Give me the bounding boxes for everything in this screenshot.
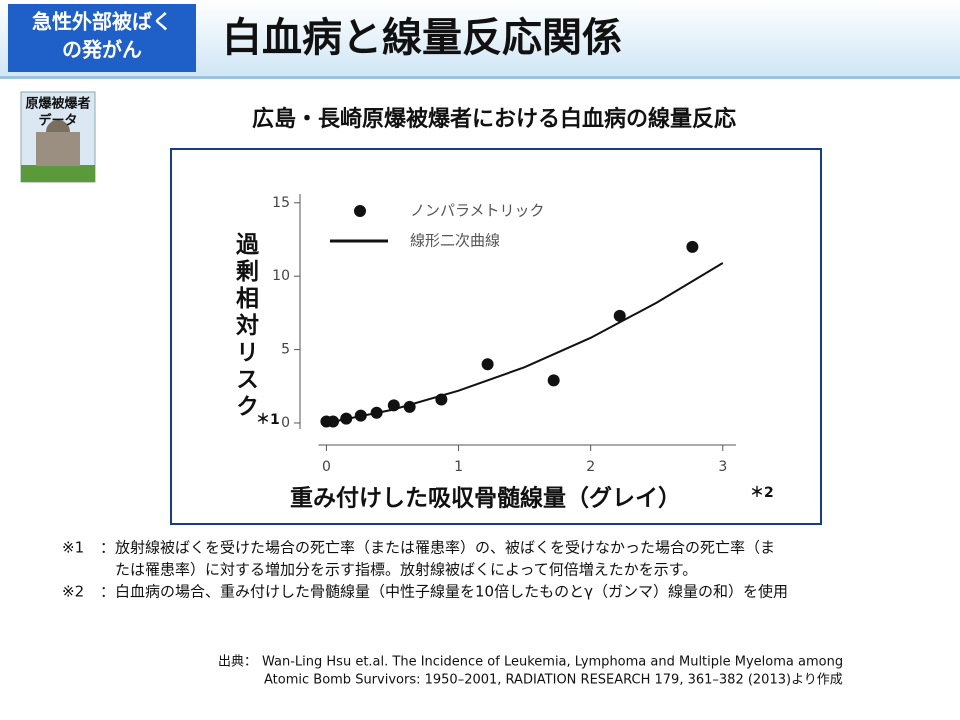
note-line: ：放射線被ばくを受けた場合の死亡率（または罹患率）の、被ばくを受けなかった場合の… xyxy=(100,539,775,557)
badge xyxy=(8,4,196,72)
y-axis-label: 過剰相対リスク xyxy=(232,231,261,421)
x-tick-label: 0 xyxy=(322,459,331,475)
icon-label: データ xyxy=(38,113,77,129)
point xyxy=(547,374,560,387)
icon-label: 原爆被爆者 xyxy=(25,96,90,112)
header-rule xyxy=(0,76,960,79)
badge-line: の発がん xyxy=(62,38,142,62)
y-tick-label: 10 xyxy=(272,268,290,284)
y-tick-label: 0 xyxy=(281,415,290,431)
icon-grass xyxy=(21,165,95,182)
y-tick-label: 5 xyxy=(281,342,290,358)
icon-dome xyxy=(46,120,70,132)
x-axis-note: ＊2 xyxy=(750,485,774,501)
legend-label: ノンパラメトリック xyxy=(410,202,545,220)
source-line: Atomic Bomb Survivors: 1950–2001, RADIAT… xyxy=(264,673,843,688)
source-label: 出典： xyxy=(218,655,257,670)
chart-title: 広島・長崎原爆被爆者における白血病の線量反応 xyxy=(252,106,736,132)
point xyxy=(481,358,494,371)
note-mark: ※1 xyxy=(62,539,84,557)
slide-title: 白血病と線量反応関係 xyxy=(222,15,622,61)
icon: 原爆被爆者 データ xyxy=(20,91,96,183)
legend-label: 線形二次曲線 xyxy=(410,232,500,250)
x-axis-label: 重み付けした吸収骨髄線量（グレイ） xyxy=(290,485,681,512)
x-tick-label: 2 xyxy=(586,459,595,475)
note-mark: ※2 xyxy=(62,583,84,601)
y-axis-note: ＊1 xyxy=(256,412,280,428)
line xyxy=(326,262,724,424)
note-line: たは罹患率）に対する増加分を示す指標。放射線被ばくによって何倍増えたかを示す。 xyxy=(115,561,697,579)
x-tick-label: 3 xyxy=(718,459,727,475)
legend-swatch xyxy=(354,205,366,217)
source-line: Wan-Ling Hsu et.al. The Incidence of Leu… xyxy=(262,655,843,670)
point xyxy=(613,309,626,322)
x-tick-label: 1 xyxy=(454,459,463,475)
badge-line: 急性外部被ばく xyxy=(32,10,172,34)
chart-frame xyxy=(170,148,822,525)
icon-building xyxy=(36,132,80,166)
y-tick-label: 15 xyxy=(272,195,290,211)
note-line: ：白血病の場合、重み付けした骨髄線量（中性子線量を10倍したものとγ（ガンマ）線… xyxy=(100,583,788,601)
point xyxy=(686,240,699,253)
